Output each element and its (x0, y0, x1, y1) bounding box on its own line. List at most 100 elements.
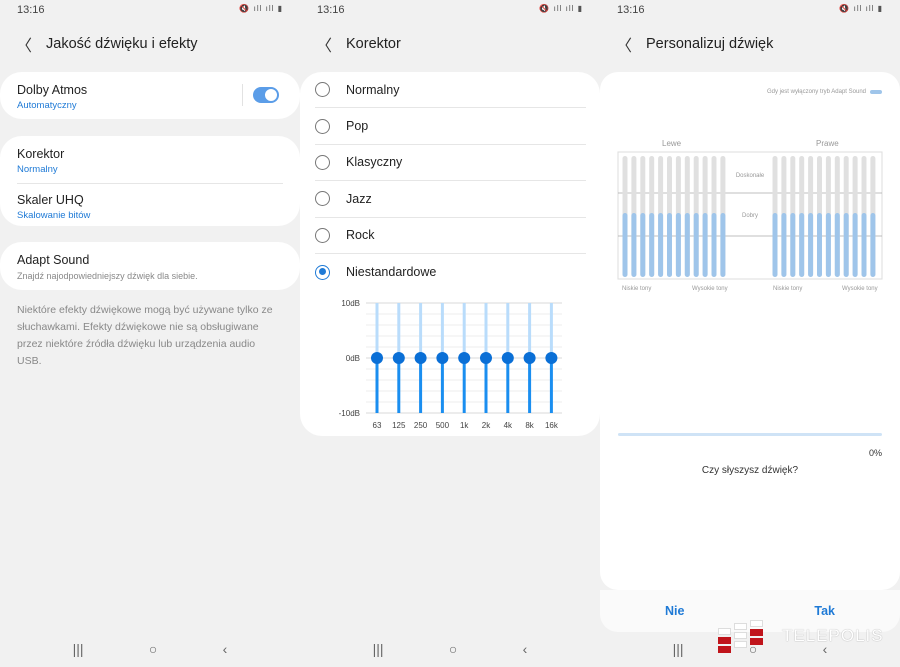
x-tick-label: 8k (525, 421, 534, 430)
status-bar: 13:16 🔇 ıll ıll ▮ (617, 4, 883, 18)
hearing-bar (631, 213, 637, 277)
x-tick-label: 250 (414, 421, 428, 430)
recent-apps-button[interactable]: ||| (372, 641, 384, 657)
preset-option[interactable]: Pop (315, 108, 586, 145)
hearing-bar (843, 213, 849, 277)
dolby-atmos-item[interactable]: Dolby Atmos Automatyczny (0, 72, 300, 119)
clock: 13:16 (17, 4, 45, 16)
left-label: Lewe (662, 139, 682, 148)
hearing-bar (702, 213, 708, 277)
hearing-bar (781, 213, 787, 277)
high-tones-label: Wysokie tony (842, 286, 878, 292)
page-title: Korektor (346, 36, 401, 52)
no-button[interactable]: Nie (664, 604, 685, 618)
hearing-bar (870, 213, 876, 277)
recent-apps-button[interactable]: ||| (72, 641, 84, 657)
back-button[interactable]: ‹ (222, 641, 228, 657)
hearing-bar (852, 213, 858, 277)
status-icons: 🔇 ıll ıll ▮ (239, 4, 283, 13)
hearing-bar (720, 213, 726, 277)
hearing-bar (861, 213, 867, 277)
telepolis-logo (718, 620, 763, 653)
hearing-bar (825, 213, 831, 277)
dolby-toggle[interactable] (253, 87, 279, 103)
x-tick-label: 63 (373, 421, 382, 430)
recent-apps-button[interactable]: ||| (672, 641, 684, 657)
back-icon[interactable]: 〈 (16, 38, 33, 55)
settings-card: Korektor Normalny Skaler UHQ Skalowanie bi… (0, 136, 300, 226)
x-tick-label: 2k (482, 421, 491, 430)
hearing-bar (808, 213, 814, 277)
korektor-item[interactable]: Korektor Normalny (0, 136, 300, 183)
excellent-label: Doskonałe (736, 173, 765, 179)
preset-option[interactable]: Rock (315, 218, 586, 254)
equalizer-card: Normalny Pop Klasyczny Jazz Rock Niestandardo… (300, 72, 600, 436)
x-tick-label: 500 (436, 421, 450, 430)
band-slider-4k[interactable] (501, 352, 514, 364)
hearing-bar (667, 213, 672, 277)
y-tick-label: -10dB (339, 409, 360, 418)
band-slider-125[interactable] (392, 352, 405, 364)
radio-button[interactable] (315, 82, 330, 98)
uhq-item[interactable]: Skaler UHQ Skalowanie bitów (0, 184, 300, 221)
page-title: Personalizuj dźwięk (646, 36, 774, 52)
divider (17, 183, 283, 184)
low-tones-label: Niskie tony (622, 286, 651, 292)
hearing-bar (684, 213, 690, 277)
legend-label: Gdy jest wyłączony tryb Adapt Sound (766, 89, 866, 95)
equalizer-chart[interactable]: 10dB 0dB -10dB 63 125 250 500 1k 2k 4k 8k 16k (300, 292, 600, 442)
radio-button[interactable] (315, 154, 330, 170)
home-button[interactable]: ○ (148, 641, 158, 657)
right-label: Prawe (816, 139, 839, 148)
uhq-sub: Skalowanie bitów (17, 210, 91, 221)
hearing-bar (649, 213, 655, 277)
radio-button[interactable] (315, 227, 330, 243)
hearing-bar (817, 213, 822, 277)
band-slider-16k[interactable] (545, 352, 558, 364)
hearing-bar (799, 213, 805, 277)
band-slider-8k[interactable] (523, 352, 536, 364)
preset-label: Pop (346, 119, 369, 134)
band-slider-63[interactable] (371, 352, 383, 364)
home-button[interactable]: ○ (748, 641, 758, 657)
home-button[interactable]: ○ (448, 641, 458, 657)
band-slider-1k[interactable] (458, 352, 471, 364)
dolby-title: Dolby Atmos (17, 83, 88, 97)
yes-button[interactable]: Tak (814, 604, 835, 618)
back-button[interactable]: ‹ (822, 641, 828, 657)
status-bar: 13:16 🔇 ıll ıll ▮ (17, 4, 283, 18)
legend-swatch (870, 90, 882, 94)
back-button[interactable]: ‹ (522, 641, 528, 657)
screen-sound-quality: 13:16 🔇 ıll ıll ▮ 〈 Jakość dźwięku i efekt… (0, 0, 300, 667)
chart-frame (617, 151, 883, 280)
preset-option[interactable]: Niestandardowe (315, 254, 586, 290)
preset-option[interactable]: Klasyczny (315, 145, 586, 182)
preset-label: Klasyczny (346, 155, 403, 170)
radio-button[interactable] (315, 118, 330, 134)
page-title: Jakość dźwięku i efekty (46, 36, 198, 52)
preset-label: Rock (346, 228, 375, 243)
back-icon[interactable]: 〈 (316, 38, 333, 55)
x-tick-label: 125 (392, 421, 406, 430)
radio-button[interactable] (315, 191, 330, 207)
screen-adapt-sound: 13:16 🔇 ıll ıll ▮ 〈 Personalizuj dźwięk Gd… (600, 0, 900, 667)
preset-option[interactable]: Normalny (315, 72, 586, 109)
good-label: Dobry (742, 213, 758, 219)
hearing-bar (834, 213, 840, 277)
band-slider-250[interactable] (414, 352, 427, 364)
preset-option[interactable]: Jazz (315, 181, 586, 218)
back-icon[interactable]: 〈 (616, 38, 633, 55)
hearing-bar (693, 213, 699, 277)
status-icons: 🔇 ıll ıll ▮ (539, 4, 583, 13)
korektor-sub: Normalny (17, 164, 58, 175)
x-tick-label: 1k (460, 421, 469, 430)
legend: Gdy jest wyłączony tryb Adapt Sound (767, 89, 882, 95)
radio-button[interactable] (315, 264, 330, 280)
band-slider-500[interactable] (436, 352, 449, 364)
adapt-sound-item[interactable]: Adapt Sound Znajdź najodpowiedniejszy dźw… (0, 242, 300, 290)
high-tones-label: Wysokie tony (692, 286, 728, 292)
preset-label: Normalny (346, 82, 400, 97)
y-tick-label: 0dB (346, 354, 360, 363)
band-slider-2k[interactable] (480, 352, 492, 364)
progress-label: 0% (868, 448, 882, 458)
